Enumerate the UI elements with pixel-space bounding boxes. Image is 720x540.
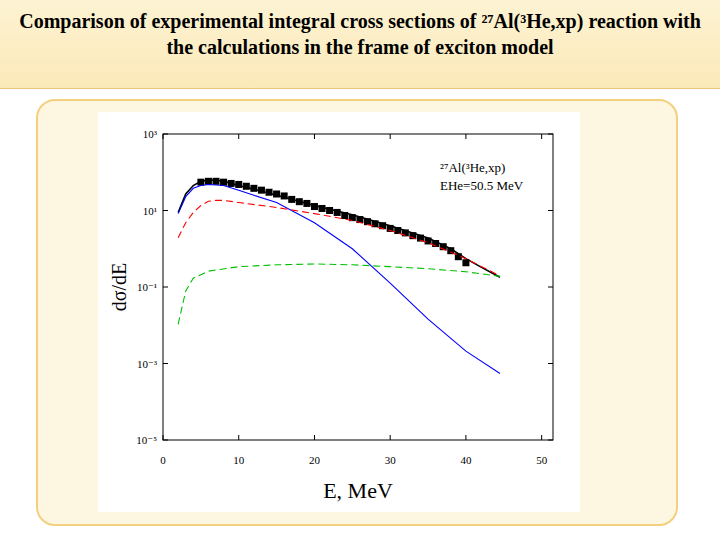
x-tick-top (465, 134, 466, 139)
x-tick (238, 435, 239, 440)
series-line (178, 200, 500, 276)
y-tick-label: 10¹ (143, 205, 157, 217)
x-tick-label: 20 (309, 454, 321, 466)
x-tick (163, 435, 164, 440)
series-line (178, 264, 500, 324)
x-tick-label: 30 (385, 454, 397, 466)
y-tick (163, 287, 168, 288)
y-tick (163, 440, 168, 441)
x-tick (465, 435, 466, 440)
y-axis-label: dσ/dE (108, 263, 130, 312)
y-tick-right (548, 134, 553, 135)
x-axis-label: E, MeV (323, 478, 393, 503)
x-tick-label: 40 (460, 454, 472, 466)
y-tick-label: 10⁻⁵ (136, 434, 157, 446)
series-line (178, 184, 500, 373)
x-tick-top (163, 134, 164, 139)
y-tick-right (548, 287, 553, 288)
y-tick-label: 10³ (143, 128, 158, 140)
y-tick (163, 363, 168, 364)
x-tick (390, 435, 391, 440)
panel (37, 100, 677, 525)
plot-frame (163, 134, 553, 440)
x-tick-label: 0 (160, 454, 166, 466)
y-tick (163, 134, 168, 135)
x-tick-label: 10 (233, 454, 245, 466)
x-tick-top (238, 134, 239, 139)
y-tick (163, 210, 168, 211)
x-tick-top (390, 134, 391, 139)
title: Comparison of experimental integral cros… (10, 8, 710, 60)
y-tick-label: 10⁻³ (137, 358, 158, 370)
y-tick-label: 10⁻¹ (137, 281, 157, 293)
y-tick-right (548, 210, 553, 211)
y-tick-right (548, 363, 553, 364)
chart: 0 10 20 30 40 50 10⁻⁵ 10⁻³ 10⁻¹ 10¹ 10³ E, MeV dσ/dE… (0, 0, 720, 540)
annotation: EHe=50.5 MeV (440, 178, 524, 193)
annotation: ²⁷Al(³He,xp) (440, 160, 505, 175)
plot-background (98, 112, 580, 512)
plot-data (178, 178, 500, 374)
series-line (178, 180, 500, 277)
y-tick-right (548, 440, 553, 441)
x-tick-label: 50 (536, 454, 548, 466)
x-tick (541, 435, 542, 440)
x-tick-top (314, 134, 315, 139)
x-tick (314, 435, 315, 440)
x-tick-top (541, 134, 542, 139)
